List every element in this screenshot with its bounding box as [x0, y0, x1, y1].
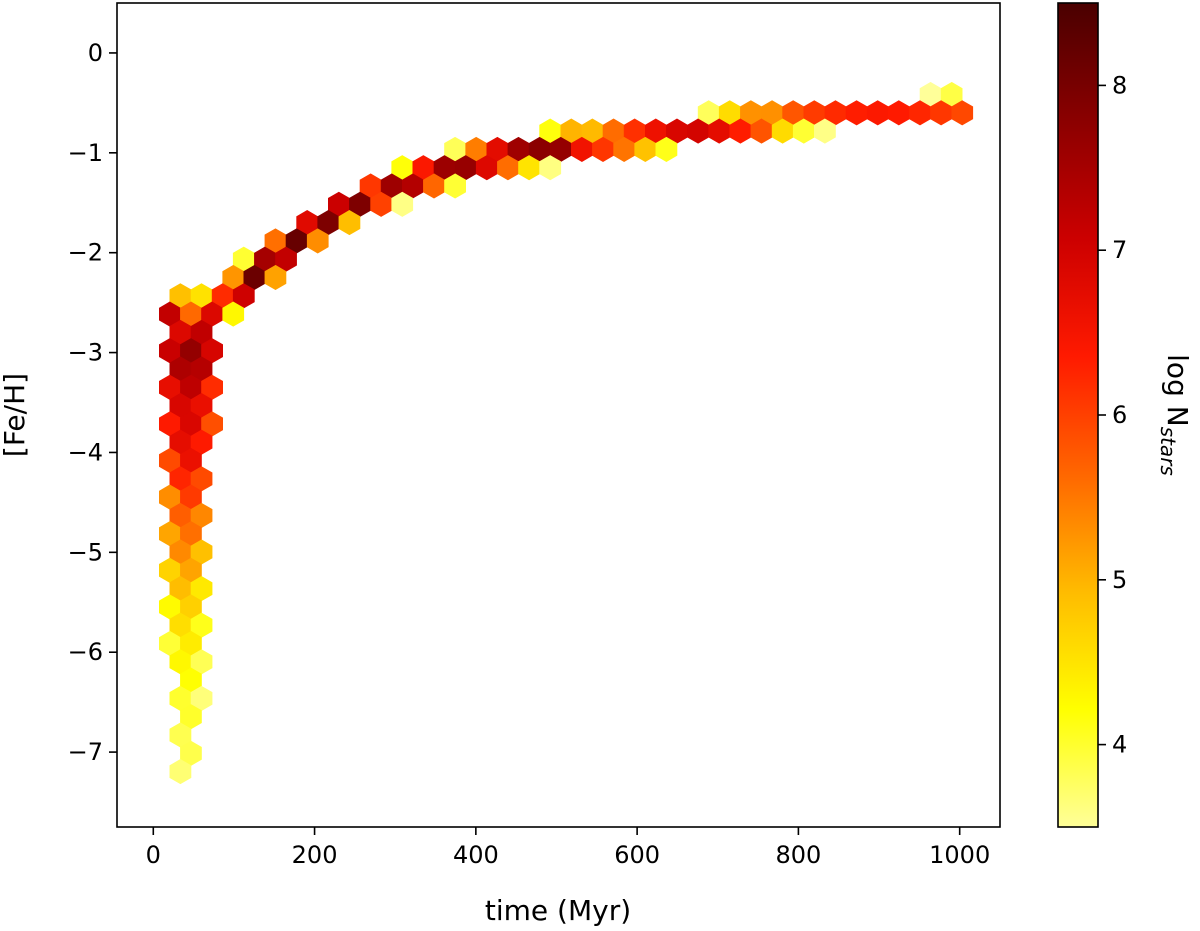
colorbar: [1057, 2, 1099, 828]
y-tick-label-1: −1: [68, 139, 103, 167]
hexbin-cell-28: [813, 118, 836, 144]
hexbin-cell-52: [444, 173, 467, 199]
y-tick-label-7: −7: [68, 738, 103, 766]
colorbar-tick-label-8: 8: [1112, 71, 1127, 99]
y-tick-label-3: −3: [68, 339, 103, 367]
hexbin-cell-39: [655, 136, 678, 162]
hexbin-cell-56: [391, 191, 414, 217]
colorbar-tick-label-6: 6: [1112, 401, 1127, 429]
hexbin-cell-59: [338, 210, 361, 236]
colorbar-label-sub: stars: [1156, 427, 1180, 476]
colorbar-tick-label-5: 5: [1112, 566, 1127, 594]
hexbin-cell-47: [539, 155, 562, 181]
y-tick-label-5: −5: [68, 538, 103, 566]
hexbin-cells: [159, 81, 974, 785]
hexbin-cell-11: [887, 100, 910, 126]
y-axis-ticks: 0 −1 −2 −3 −4 −5 −6 −7: [68, 39, 117, 766]
colorbar-tick-label-4: 4: [1112, 731, 1127, 759]
x-tick-label-400: 400: [453, 841, 499, 869]
plot-frame: [116, 2, 1001, 828]
y-tick-label-4: −4: [68, 438, 103, 466]
colorbar-label: log Nstars: [1156, 354, 1194, 476]
hexbin-cell-9: [845, 100, 868, 126]
x-axis-label: time (Myr): [485, 894, 631, 927]
hexbin-cell-10: [866, 100, 889, 126]
y-tick-label-2: −2: [68, 239, 103, 267]
y-axis-label: [Fe/H]: [0, 373, 31, 457]
x-axis-ticks: 0 200 400 600 800 1000: [146, 827, 990, 869]
colorbar-ticks: 4 5 6 7 8: [1098, 71, 1127, 759]
y-tick-label-0: 0: [88, 39, 103, 67]
colorbar-tick-label-7: 7: [1112, 236, 1127, 264]
y-tick-label-6: −6: [68, 638, 103, 666]
x-tick-label-800: 800: [775, 841, 821, 869]
x-tick-label-0: 0: [146, 841, 161, 869]
hexbin-cell-14: [951, 100, 974, 126]
colorbar-label-main: log N: [1161, 354, 1194, 427]
hexbin-cell-124: [169, 759, 192, 785]
hexbin-cell-62: [306, 228, 329, 254]
hexbin-cell-76: [222, 301, 245, 327]
hexbin-cell-68: [264, 264, 287, 291]
x-tick-label-1000: 1000: [929, 841, 990, 869]
x-tick-label-600: 600: [614, 841, 660, 869]
x-tick-label-200: 200: [292, 841, 338, 869]
